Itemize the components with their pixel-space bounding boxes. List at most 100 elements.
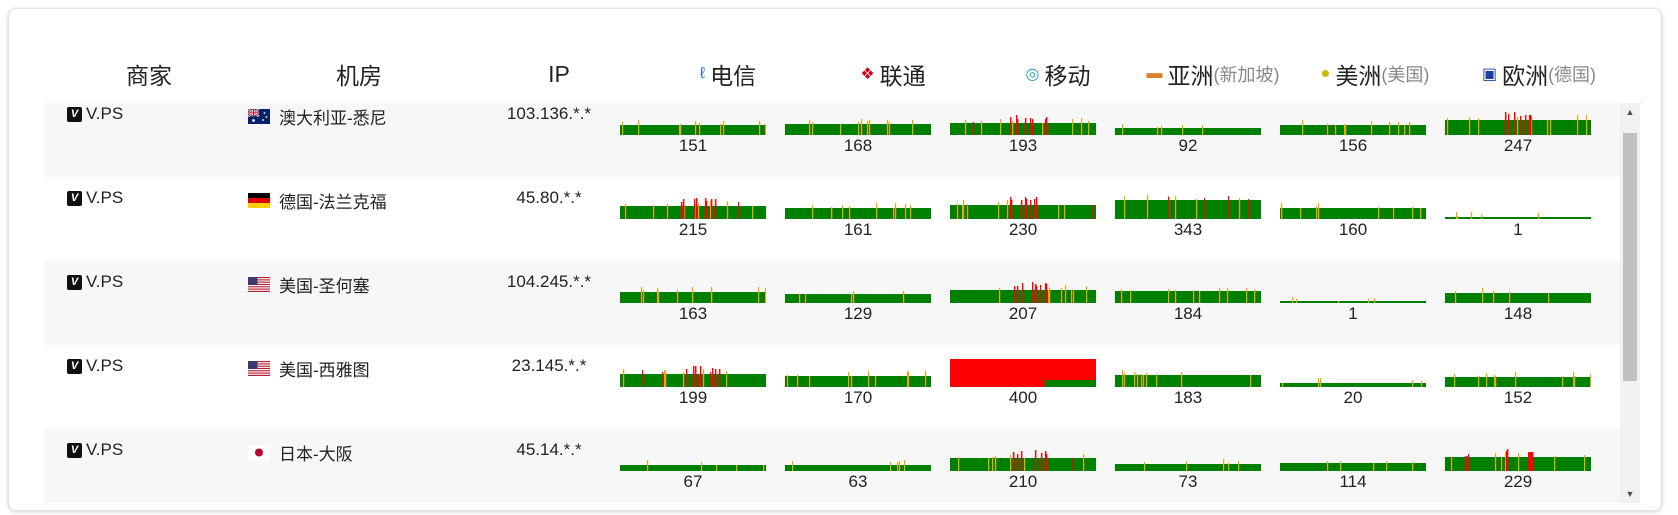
america-latency-chart[interactable] [1280,443,1426,471]
table-row[interactable]: V V.PS 澳大利亚-悉尼 103.136.*.* 151 168 193 92 156 247 [44,103,1620,177]
chart-area [1445,377,1591,387]
chart-spike [1550,120,1552,135]
europe-latency-chart[interactable] [1445,359,1591,387]
chart-area-baseline [1045,380,1096,387]
chart-spike [710,201,712,219]
table-row[interactable]: V V.PS 日本-大阪 45.14.*.* 67 63 210 73 114 229 [44,429,1620,503]
asia-latency-chart[interactable] [1115,191,1261,219]
america-latency-chart[interactable] [1280,191,1426,219]
chart-spike-loss [1013,452,1015,471]
europe-latency-chart[interactable] [1445,275,1591,303]
chart-spike [662,372,664,387]
chart-spike [759,121,761,135]
chart-spike [908,372,910,387]
chart-spike [1494,375,1496,387]
latency-sparkline [1445,212,1591,219]
europe-latency-chart[interactable] [1445,443,1591,471]
header-europe-sub: (德国) [1548,65,1597,85]
asia-latency-chart[interactable] [1115,107,1261,135]
table-row[interactable]: V V.PS 美国-圣何塞 104.245.*.* 163 129 207 184 1 148 [44,261,1620,345]
scroll-up-arrow-icon[interactable]: ▲ [1625,107,1635,117]
chart-spike-loss [1035,284,1037,303]
mobile-latency-chart[interactable] [950,107,1096,135]
chart-spike [875,376,877,387]
asia-latency-chart[interactable] [1115,275,1261,303]
mobile-latency-chart[interactable] [950,359,1096,387]
header-telecom: ℓ 电信 [655,59,801,89]
table-header: 商家 机房 IP ℓ 电信 ❖ 联通 ◎ 移动 ▬ 亚洲 (新加坡) ● 美洲 (美… [44,45,1641,104]
chart-spike [1451,457,1453,471]
header-america: ● 美洲 (美国) [1302,59,1448,89]
asia-latency-chart[interactable] [1115,359,1261,387]
europe-continent-icon: ▣ [1481,66,1498,83]
chart-spike-loss [1016,115,1018,135]
unicom-latency-chart[interactable] [785,359,931,387]
telecom-latency-chart[interactable] [620,191,766,219]
unicom-latency-chart[interactable] [785,443,931,471]
chart-spike [1168,289,1170,303]
asia-latency-chart[interactable] [1115,443,1261,471]
telecom-latency-chart[interactable] [620,275,766,303]
mobile-latency-chart[interactable] [950,443,1096,471]
chart-spike [890,462,892,471]
america-latency-chart[interactable] [1280,107,1426,135]
chart-spike [1318,378,1320,387]
header-asia-label: 亚洲 [1167,63,1214,89]
telecom-latency-chart[interactable] [620,443,766,471]
table-body[interactable]: V V.PS 澳大利亚-悉尼 103.136.*.* 151 168 193 92 156 247… [44,103,1620,503]
chart-spike [1468,454,1470,471]
vendor-cell: V V.PS [67,356,123,376]
mobile-latency-value: 207 [1008,304,1038,323]
unicom-latency-chart[interactable] [785,275,931,303]
america-latency-chart[interactable] [1280,359,1426,387]
vendor-cell: V V.PS [67,440,123,460]
america-latency-value: 1 [1348,304,1358,323]
europe-latency-chart[interactable] [1445,107,1591,135]
scroll-down-arrow-icon[interactable]: ▼ [1625,489,1635,499]
table-row[interactable]: V V.PS 美国-西雅图 23.145.*.* 199 170 400 183 20 152 [44,345,1620,429]
chart-spike [1300,208,1302,219]
latency-sparkline [950,115,1096,135]
chart-spike [1368,299,1370,303]
jp-flag-icon [248,445,270,460]
chart-spike [679,125,681,135]
chart-spike [907,371,909,387]
chart-area [785,376,931,387]
chart-spike [812,205,814,219]
header-america-label: 美洲 [1335,63,1382,89]
chart-spike [726,371,728,387]
america-latency-value: 20 [1343,388,1363,407]
chart-spike-loss [1026,199,1028,219]
vertical-scrollbar[interactable]: ▲ ▼ [1620,103,1640,503]
chart-spike [1248,199,1250,219]
chart-spike [1130,290,1132,303]
scrollbar-thumb[interactable] [1623,133,1637,381]
europe-latency-value: 148 [1503,304,1533,323]
mobile-latency-chart[interactable] [950,275,1096,303]
latency-sparkline [1115,370,1261,387]
chart-spike [1092,205,1094,219]
mobile-latency-value: 400 [1008,388,1038,407]
chart-spike [1124,196,1126,219]
location-name: 美国-圣何塞 [279,277,370,296]
chart-spike [1573,372,1575,387]
mobile-latency-chart[interactable] [950,191,1096,219]
ip-cell: 45.14.*.* [516,440,582,459]
telecom-latency-chart[interactable] [620,359,766,387]
chart-spike [1486,373,1488,387]
latency-sparkline [620,366,766,387]
unicom-latency-chart[interactable] [785,107,931,135]
chart-spike [1478,118,1480,135]
europe-latency-chart[interactable] [1445,191,1591,219]
unicom-latency-chart[interactable] [785,191,931,219]
chart-spike [1012,121,1014,135]
europe-latency-value: 1 [1513,220,1523,239]
america-latency-chart[interactable] [1280,275,1426,303]
chart-spike [967,204,969,219]
chart-area [785,465,931,471]
chart-area [1280,301,1426,303]
chart-spike [887,120,889,135]
table-row[interactable]: V V.PS 德国-法兰克福 45.80.*.* 215 161 230 343 160 1 [44,177,1620,261]
chart-spike [998,202,1000,219]
telecom-latency-chart[interactable] [620,107,766,135]
